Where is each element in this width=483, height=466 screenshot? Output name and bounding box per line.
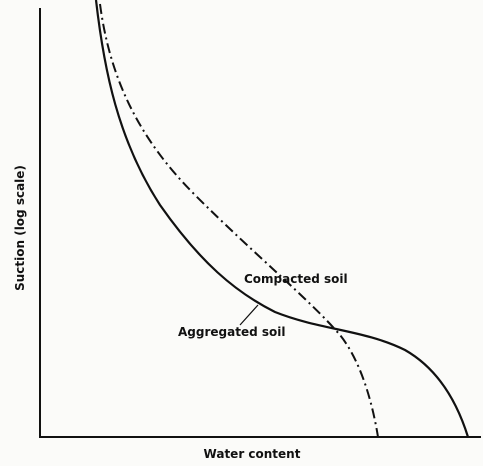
aggregated-soil-label: Aggregated soil	[178, 325, 285, 339]
x-axis-label: Water content	[204, 447, 301, 461]
aggregated-leader	[239, 304, 259, 326]
compacted-soil-curve	[99, 3, 379, 438]
compacted-soil-label: Compacted soil	[244, 272, 348, 286]
aggregated-soil-curve	[94, 0, 470, 438]
y-axis-label: Suction (log scale)	[13, 165, 27, 291]
